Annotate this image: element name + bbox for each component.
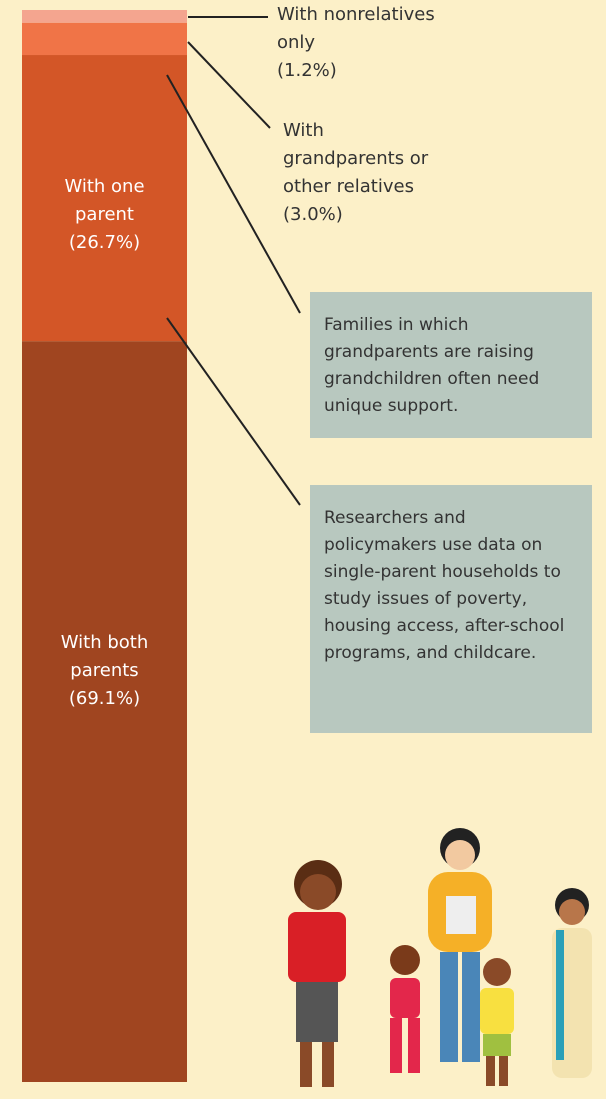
segment-name: With grandparents or other relatives <box>283 117 433 201</box>
bar-segment <box>22 10 187 23</box>
segment-label: With grandparents or other relatives(3.0… <box>283 117 433 229</box>
value-label: (3.0%) <box>283 201 433 229</box>
annotation: Researchers and policymakers use data on… <box>324 508 564 663</box>
illustration <box>288 828 592 1087</box>
bar-segment <box>22 23 187 55</box>
value-label: (1.2%) <box>277 57 452 85</box>
segment-label: With one parent(26.7%) <box>40 173 170 257</box>
segment-label: With nonrelatives only(1.2%) <box>277 1 452 85</box>
segment-name: With one parent <box>40 173 170 229</box>
segment-name: With both parents <box>40 629 170 685</box>
annotation-box: Families in which grandparents are raisi… <box>310 292 592 438</box>
annotation-box: Researchers and policymakers use data on… <box>310 485 592 733</box>
leader-line <box>188 42 270 128</box>
segment-name: With nonrelatives only <box>277 1 452 57</box>
annotation: Families in which grandparents are raisi… <box>324 315 539 416</box>
segment-label: With both parents(69.1%) <box>40 629 170 713</box>
value-label: (26.7%) <box>40 229 170 257</box>
page: Families in which grandparents are raisi… <box>0 0 606 1099</box>
value-label: (69.1%) <box>40 685 170 713</box>
